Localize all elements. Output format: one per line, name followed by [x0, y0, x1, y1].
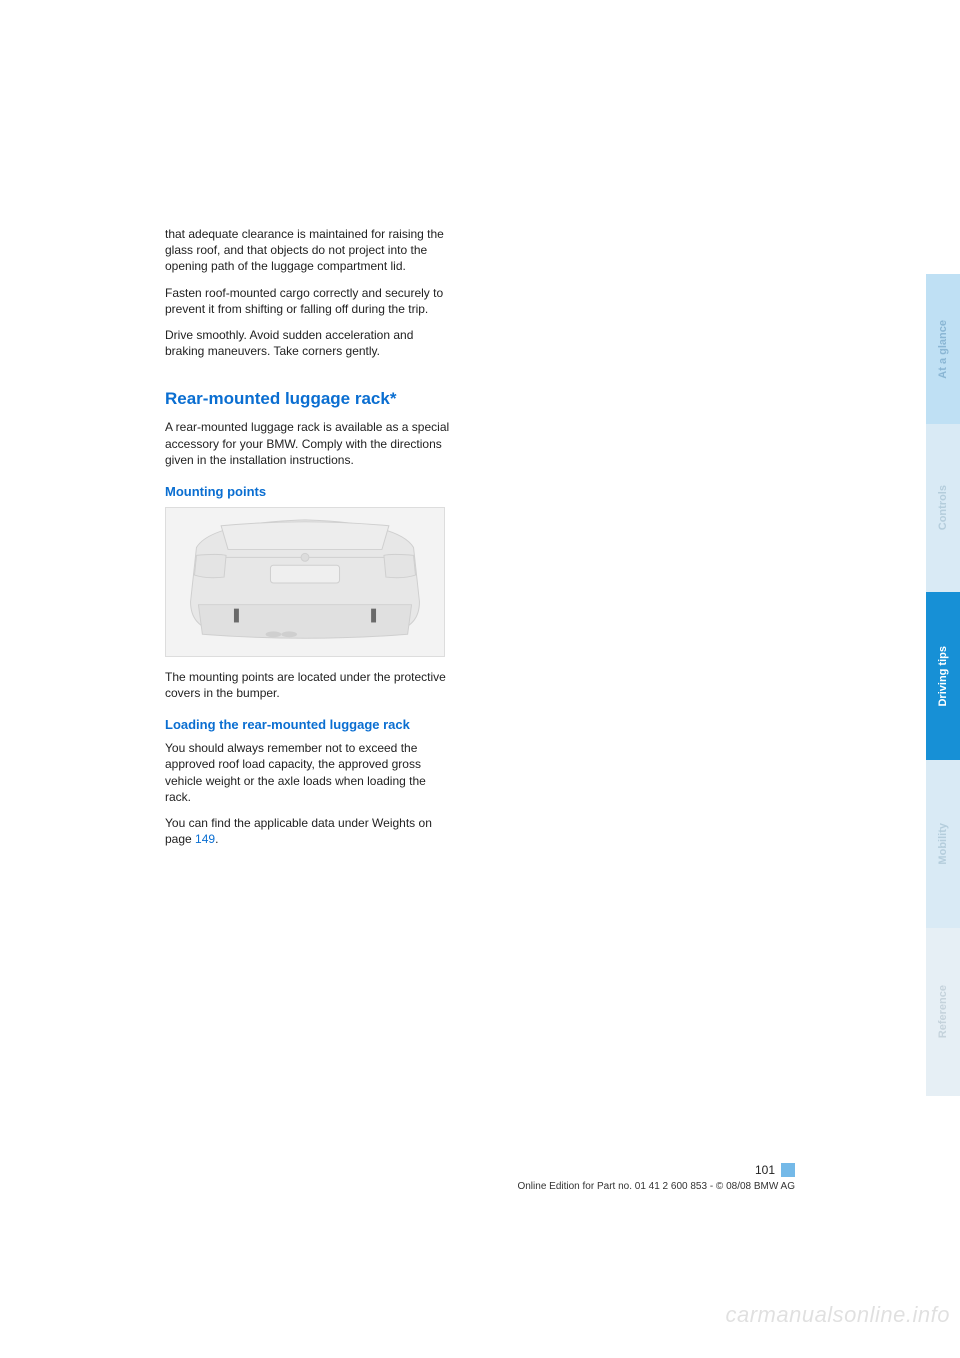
main-content-column: that adequate clearance is maintained fo… — [165, 226, 451, 857]
section-title: Rear-mounted luggage rack* — [165, 389, 451, 409]
page-number-marker — [781, 1163, 795, 1177]
body-paragraph: that adequate clearance is maintained fo… — [165, 226, 451, 275]
side-tab-label: Mobility — [937, 823, 949, 865]
side-tab[interactable]: Driving tips — [926, 592, 960, 760]
body-paragraph: You should always remember not to exceed… — [165, 740, 451, 805]
edition-line: Online Edition for Part no. 01 41 2 600 … — [517, 1181, 795, 1192]
page-number-row: 101 — [517, 1163, 795, 1177]
body-paragraph: Drive smoothly. Avoid sudden acceleratio… — [165, 327, 451, 359]
page-footer: 101 Online Edition for Part no. 01 41 2 … — [517, 1163, 795, 1192]
manual-page: that adequate clearance is maintained fo… — [0, 0, 960, 1358]
page-reference-link[interactable]: 149 — [195, 832, 215, 846]
subsection-title: Mounting points — [165, 484, 451, 499]
car-rear-illustration — [166, 508, 444, 656]
side-tab-strip: At a glance Controls Driving tips Mobility R… — [926, 274, 960, 1096]
side-tab-label: Reference — [937, 985, 949, 1038]
side-tab[interactable]: Controls — [926, 424, 960, 592]
watermark-text: carmanualsonline.info — [725, 1302, 950, 1328]
body-paragraph: You can find the applicable data under W… — [165, 815, 451, 847]
body-paragraph: Fasten roof-mounted cargo correctly and … — [165, 285, 451, 317]
body-text-fragment: . — [215, 832, 218, 846]
side-tab-label: Driving tips — [937, 646, 949, 707]
side-tab-label: Controls — [937, 485, 949, 530]
mounting-points-figure — [165, 507, 445, 657]
page-number: 101 — [755, 1163, 775, 1177]
side-tab[interactable]: Reference — [926, 928, 960, 1096]
side-tab-label: At a glance — [937, 320, 949, 379]
subsection-title: Loading the rear-mounted luggage rack — [165, 717, 451, 732]
side-tab[interactable]: At a glance — [926, 274, 960, 424]
side-tab[interactable]: Mobility — [926, 760, 960, 928]
body-paragraph: A rear-mounted luggage rack is available… — [165, 419, 451, 468]
body-paragraph: The mounting points are located under th… — [165, 669, 451, 701]
